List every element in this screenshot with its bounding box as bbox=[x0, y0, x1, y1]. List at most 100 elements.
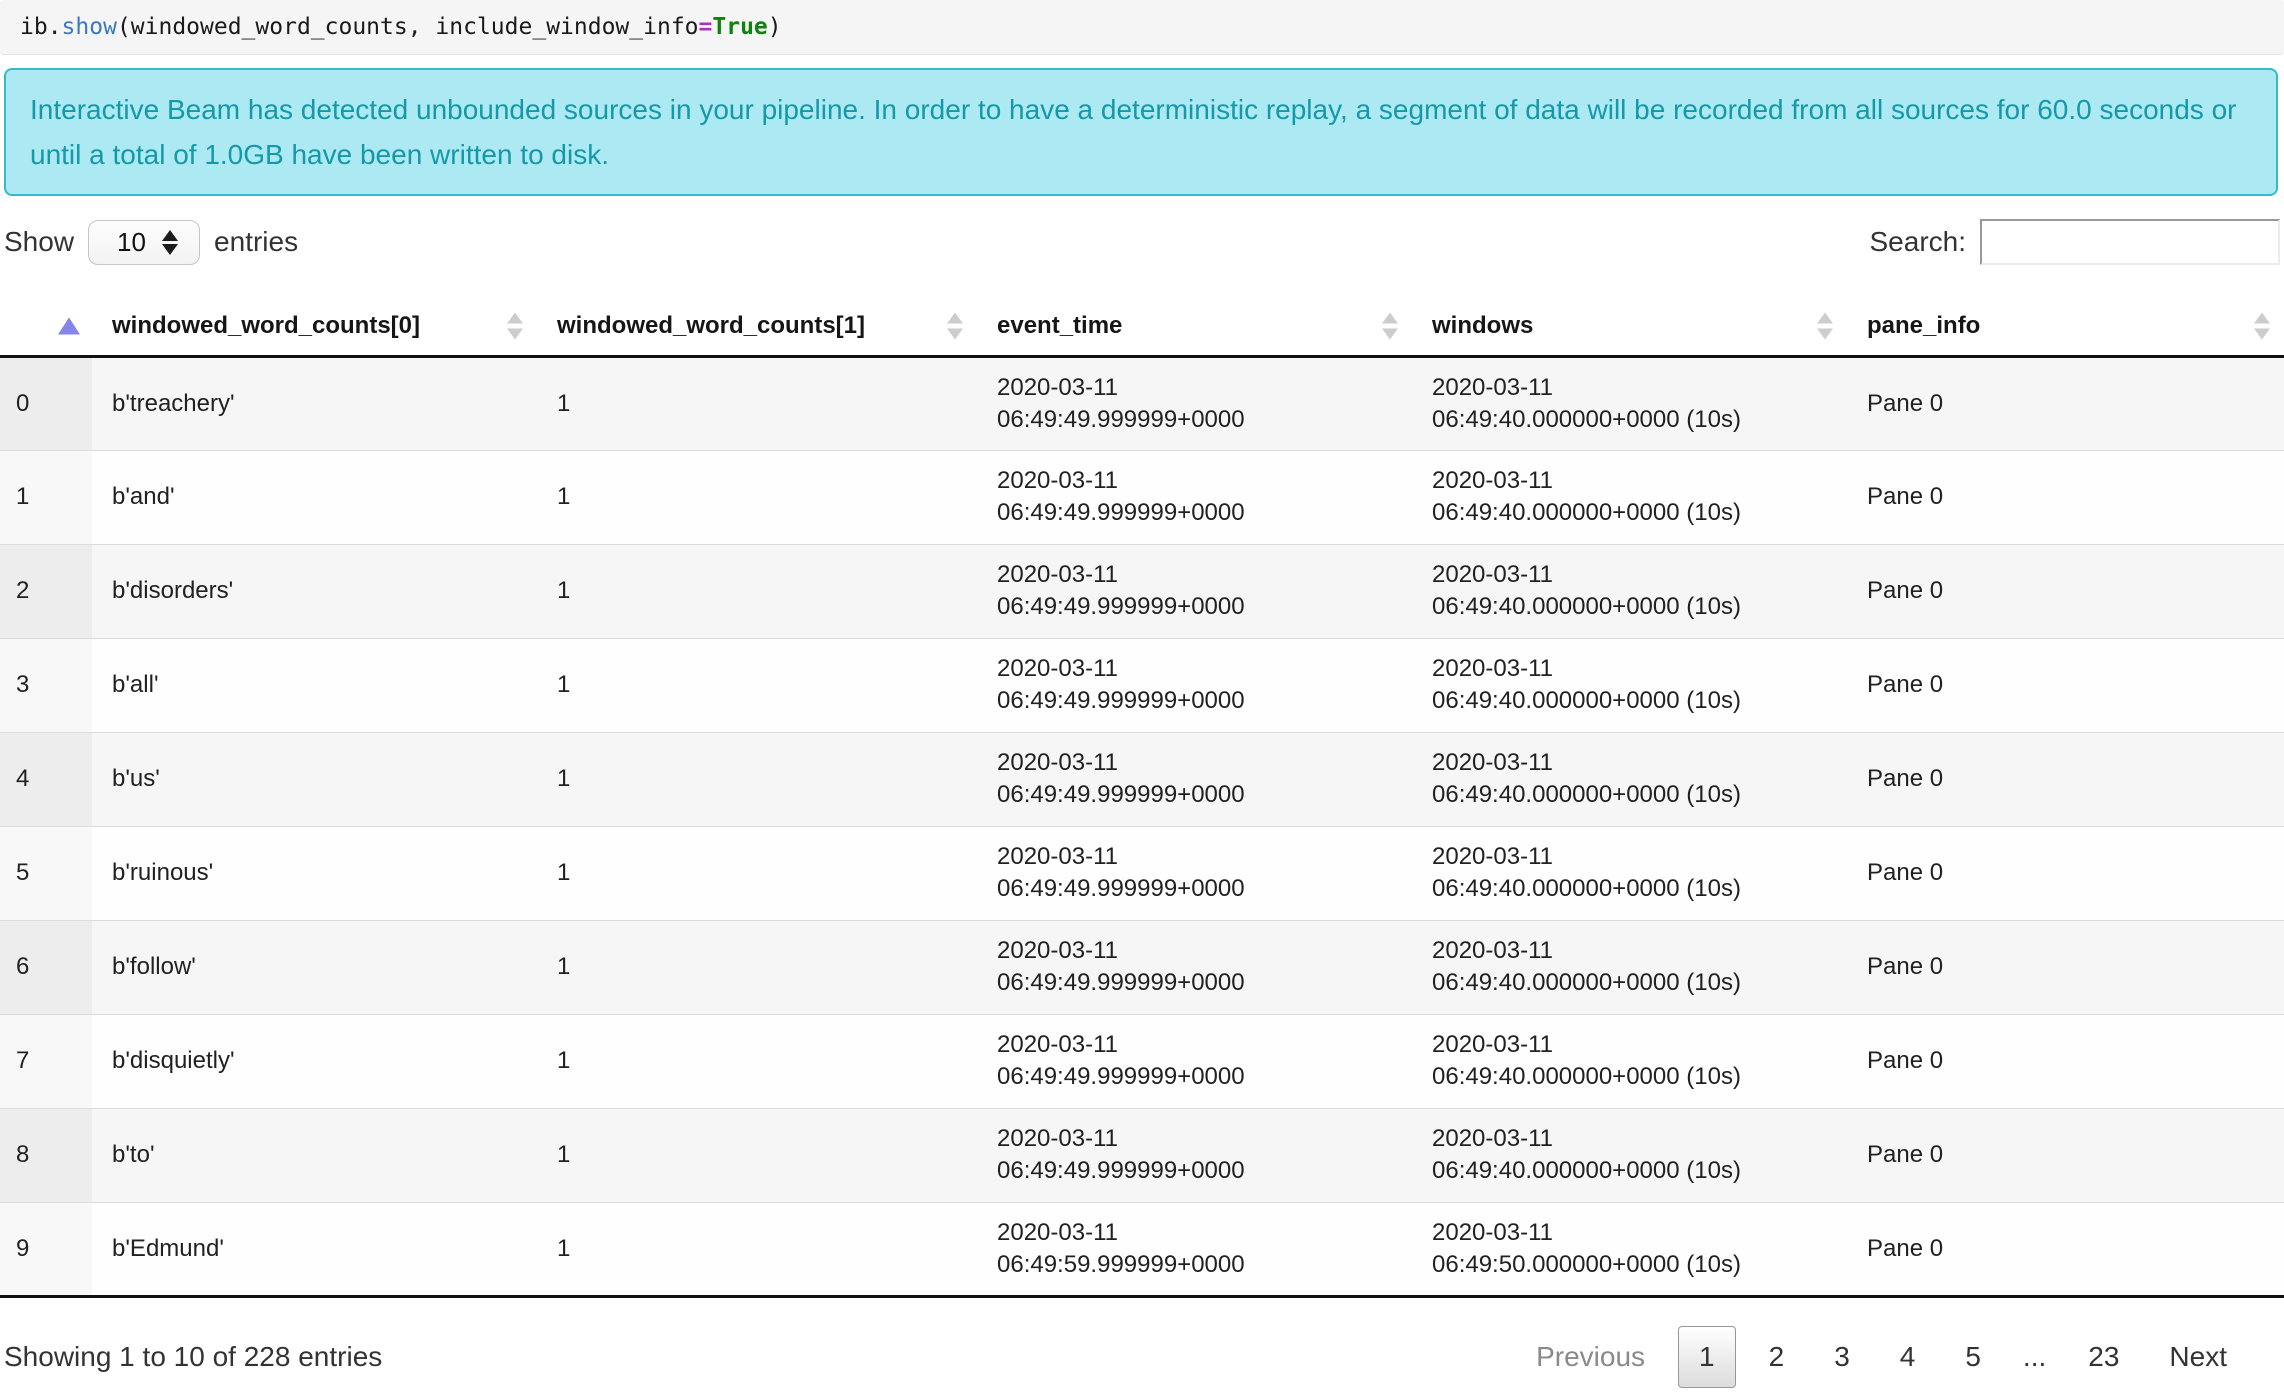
page-button-2[interactable]: 2 bbox=[1768, 1340, 1785, 1372]
code-token-function: show bbox=[61, 14, 117, 40]
row-index-cell: 2 bbox=[0, 543, 92, 638]
count-cell: 1 bbox=[537, 543, 977, 638]
entries-label: entries bbox=[214, 226, 299, 257]
column-header-label: windows bbox=[1432, 312, 1534, 340]
table-footer: Showing 1 to 10 of 228 entries Previous 1… bbox=[0, 1325, 2284, 1388]
pane-info-cell: Pane 0 bbox=[1847, 825, 2284, 920]
windows-cell: 2020-03-11 06:49:50.000000+0000 (10s) bbox=[1412, 1201, 1847, 1296]
page-button-3[interactable]: 3 bbox=[1834, 1340, 1850, 1372]
word-cell: b'and' bbox=[92, 449, 537, 544]
count-cell: 1 bbox=[537, 1107, 977, 1202]
show-label: Show bbox=[4, 226, 75, 257]
select-spinner-icon bbox=[161, 229, 178, 255]
sort-both-icon bbox=[1382, 312, 1398, 340]
event-time-cell: 2020-03-11 06:49:49.999999+0000 bbox=[977, 543, 1412, 638]
count-cell: 1 bbox=[537, 731, 977, 826]
sort-ascending-icon bbox=[58, 317, 80, 335]
column-header-label: windowed_word_counts[0] bbox=[112, 312, 421, 340]
column-header-pane-info[interactable]: pane_info bbox=[1847, 298, 2284, 358]
table-controls: Show 10 entries Search: bbox=[0, 216, 2284, 268]
word-cell: b'disorders' bbox=[92, 543, 537, 638]
column-header-label: windowed_word_counts[1] bbox=[557, 312, 866, 340]
entries-summary: Showing 1 to 10 of 228 entries bbox=[4, 1340, 383, 1372]
row-index-cell: 6 bbox=[0, 919, 92, 1014]
word-cell: b'all' bbox=[92, 637, 537, 732]
word-cell: b'Edmund' bbox=[92, 1201, 537, 1296]
row-index-cell: 7 bbox=[0, 1013, 92, 1108]
banner-text: Interactive Beam has detected unbounded … bbox=[30, 94, 2237, 170]
row-index-cell: 1 bbox=[0, 449, 92, 544]
row-index-cell: 0 bbox=[0, 356, 92, 450]
page-button-4[interactable]: 4 bbox=[1899, 1340, 1916, 1372]
event-time-cell: 2020-03-11 06:49:49.999999+0000 bbox=[977, 1013, 1412, 1108]
event-time-cell: 2020-03-11 06:49:59.999999+0000 bbox=[977, 1201, 1412, 1296]
count-cell: 1 bbox=[537, 825, 977, 920]
windows-cell: 2020-03-11 06:49:40.000000+0000 (10s) bbox=[1412, 1013, 1847, 1108]
count-cell: 1 bbox=[537, 637, 977, 732]
page-button-5[interactable]: 5 bbox=[1965, 1340, 1981, 1372]
code-token-operator: = bbox=[698, 14, 713, 40]
column-header-label: event_time bbox=[997, 312, 1123, 340]
code-token-plain: ) bbox=[767, 14, 782, 40]
pane-info-cell: Pane 0 bbox=[1847, 637, 2284, 732]
pane-info-cell: Pane 0 bbox=[1847, 1201, 2284, 1296]
code-token-keyword: True bbox=[712, 14, 768, 40]
column-header-word-counts-1[interactable]: windowed_word_counts[1] bbox=[537, 298, 977, 358]
count-cell: 1 bbox=[537, 919, 977, 1014]
word-cell: b'follow' bbox=[92, 919, 537, 1014]
windows-cell: 2020-03-11 06:49:40.000000+0000 (10s) bbox=[1412, 449, 1847, 544]
code-token-plain: (windowed_word_counts, include_window_in… bbox=[116, 14, 699, 40]
count-cell: 1 bbox=[537, 356, 977, 450]
table-row: 2 b'disorders' 1 2020-03-11 06:49:49.999… bbox=[0, 543, 2284, 638]
word-cell: b'us' bbox=[92, 731, 537, 826]
table-row: 6 b'follow' 1 2020-03-11 06:49:49.999999… bbox=[0, 919, 2284, 1014]
sort-both-icon bbox=[2254, 312, 2270, 340]
column-header-label: pane_info bbox=[1867, 312, 1981, 340]
count-cell: 1 bbox=[537, 1201, 977, 1296]
row-index-cell: 9 bbox=[0, 1201, 92, 1296]
event-time-cell: 2020-03-11 06:49:49.999999+0000 bbox=[977, 356, 1412, 450]
count-cell: 1 bbox=[537, 1013, 977, 1108]
pane-info-cell: Pane 0 bbox=[1847, 1107, 2284, 1202]
sort-both-icon bbox=[507, 312, 523, 340]
event-time-cell: 2020-03-11 06:49:49.999999+0000 bbox=[977, 825, 1412, 920]
search-input[interactable] bbox=[1980, 219, 2280, 265]
page-length-control: Show 10 entries bbox=[4, 219, 299, 265]
data-table: windowed_word_counts[0] windowed_word_co… bbox=[0, 298, 2284, 1298]
code-token-plain: ib. bbox=[20, 14, 62, 40]
page-button-previous[interactable]: Previous bbox=[1536, 1340, 1646, 1372]
word-cell: b'to' bbox=[92, 1107, 537, 1202]
table-row: 5 b'ruinous' 1 2020-03-11 06:49:49.99999… bbox=[0, 825, 2284, 920]
page-button-23[interactable]: 23 bbox=[2088, 1340, 2120, 1372]
code-cell[interactable]: ib. show (windowed_word_counts, include_wi… bbox=[0, 0, 2284, 55]
table-row: 7 b'disquietly' 1 2020-03-11 06:49:49.99… bbox=[0, 1013, 2284, 1108]
page-size-value: 10 bbox=[117, 226, 146, 257]
search-label: Search: bbox=[1869, 226, 1967, 257]
windows-cell: 2020-03-11 06:49:40.000000+0000 (10s) bbox=[1412, 356, 1847, 450]
pane-info-cell: Pane 0 bbox=[1847, 919, 2284, 1014]
row-index-cell: 4 bbox=[0, 731, 92, 826]
row-index-cell: 5 bbox=[0, 825, 92, 920]
page-button-next[interactable]: Next bbox=[2169, 1340, 2227, 1372]
windows-cell: 2020-03-11 06:49:40.000000+0000 (10s) bbox=[1412, 637, 1847, 732]
column-header-index[interactable] bbox=[0, 298, 92, 358]
windows-cell: 2020-03-11 06:49:40.000000+0000 (10s) bbox=[1412, 825, 1847, 920]
column-header-word-counts-0[interactable]: windowed_word_counts[0] bbox=[92, 298, 537, 358]
column-header-event-time[interactable]: event_time bbox=[977, 298, 1412, 358]
windows-cell: 2020-03-11 06:49:40.000000+0000 (10s) bbox=[1412, 919, 1847, 1014]
count-cell: 1 bbox=[537, 449, 977, 544]
table-row: 3 b'all' 1 2020-03-11 06:49:49.999999+00… bbox=[0, 637, 2284, 732]
column-header-windows[interactable]: windows bbox=[1412, 298, 1847, 358]
page-button-1[interactable]: 1 bbox=[1678, 1325, 1736, 1388]
table-row: 8 b'to' 1 2020-03-11 06:49:49.999999+000… bbox=[0, 1107, 2284, 1202]
search-control: Search: bbox=[1869, 219, 2280, 265]
word-cell: b'disquietly' bbox=[92, 1013, 537, 1108]
page-ellipsis: ... bbox=[2022, 1340, 2047, 1372]
page-size-select[interactable]: 10 bbox=[88, 219, 201, 265]
windows-cell: 2020-03-11 06:49:40.000000+0000 (10s) bbox=[1412, 543, 1847, 638]
event-time-cell: 2020-03-11 06:49:49.999999+0000 bbox=[977, 449, 1412, 544]
pane-info-cell: Pane 0 bbox=[1847, 1013, 2284, 1108]
event-time-cell: 2020-03-11 06:49:49.999999+0000 bbox=[977, 1107, 1412, 1202]
sort-both-icon bbox=[1817, 312, 1833, 340]
unbounded-source-warning-banner: Interactive Beam has detected unbounded … bbox=[4, 68, 2278, 196]
